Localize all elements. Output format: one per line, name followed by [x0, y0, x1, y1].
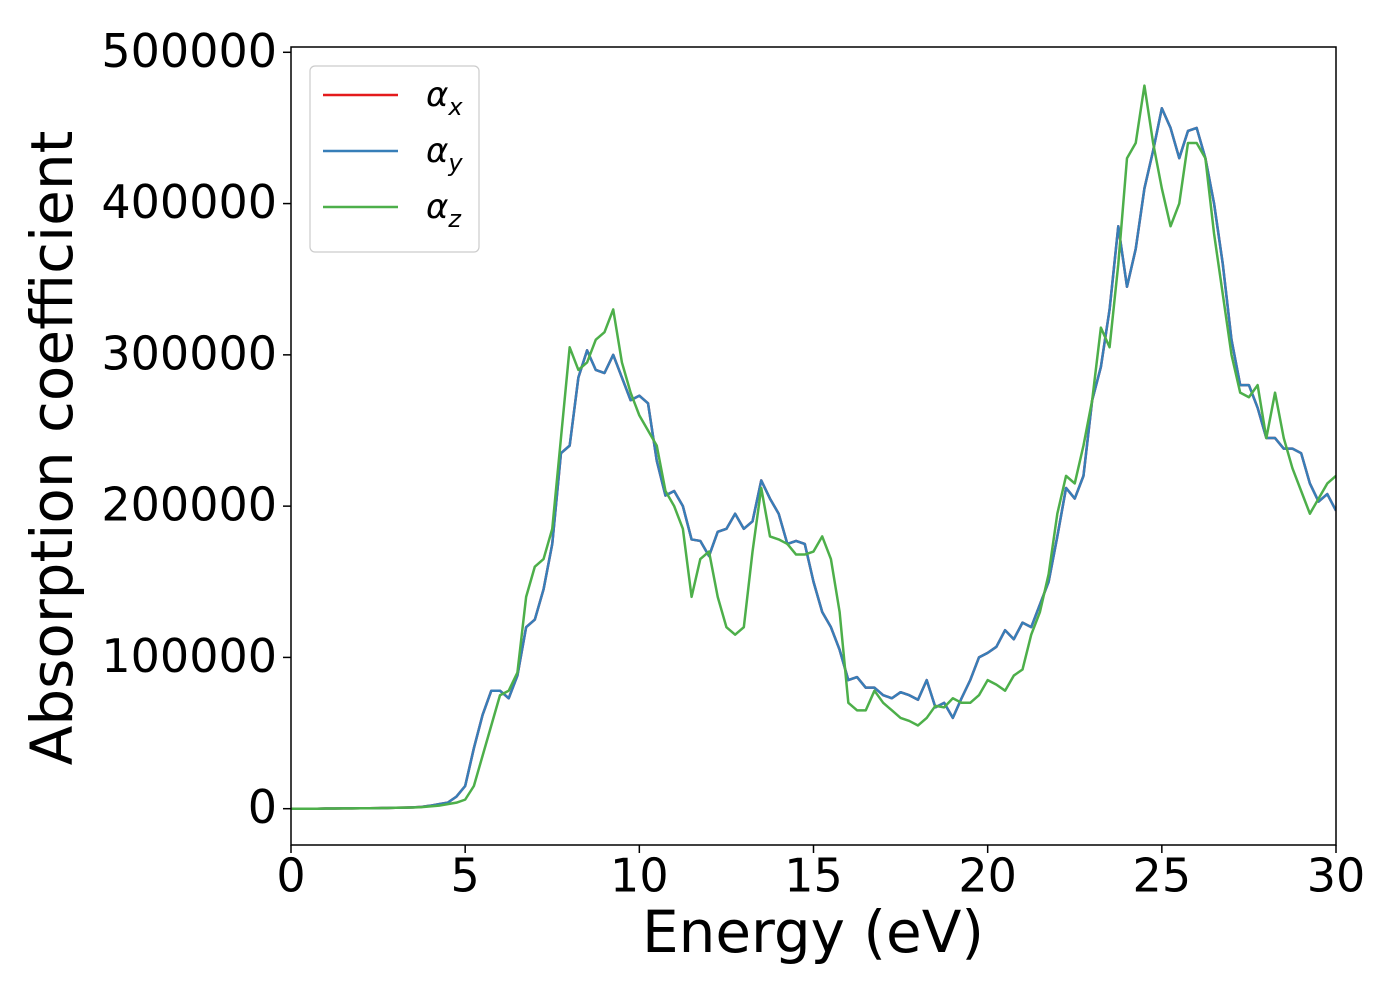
- x-tick-label: 30: [1307, 849, 1366, 903]
- legend-label: αy: [426, 131, 463, 177]
- y-tick-label: 0: [248, 780, 277, 834]
- y-tick-label: 100000: [101, 629, 277, 683]
- x-tick-label: 0: [276, 849, 305, 903]
- y-tick-label: 300000: [101, 326, 277, 380]
- plot-frame: [290, 46, 1337, 846]
- x-tick-label: 20: [958, 849, 1017, 903]
- x-tick-label: 10: [610, 849, 669, 903]
- y-tick-label: 400000: [101, 175, 277, 229]
- legend-label: αx: [426, 75, 463, 121]
- legend-label: αz: [426, 187, 462, 233]
- y-tick-label: 500000: [101, 24, 277, 78]
- y-axis-label: Absorption coefficient: [18, 131, 86, 766]
- x-tick-label: 5: [451, 849, 480, 903]
- x-tick-label: 25: [1133, 849, 1192, 903]
- legend-box: [309, 65, 480, 253]
- x-axis-label: Energy (eV): [642, 898, 984, 966]
- x-tick-label: 15: [784, 849, 843, 903]
- line: [291, 107, 1336, 810]
- line: [291, 84, 1336, 810]
- y-tick-label: 200000: [101, 478, 277, 532]
